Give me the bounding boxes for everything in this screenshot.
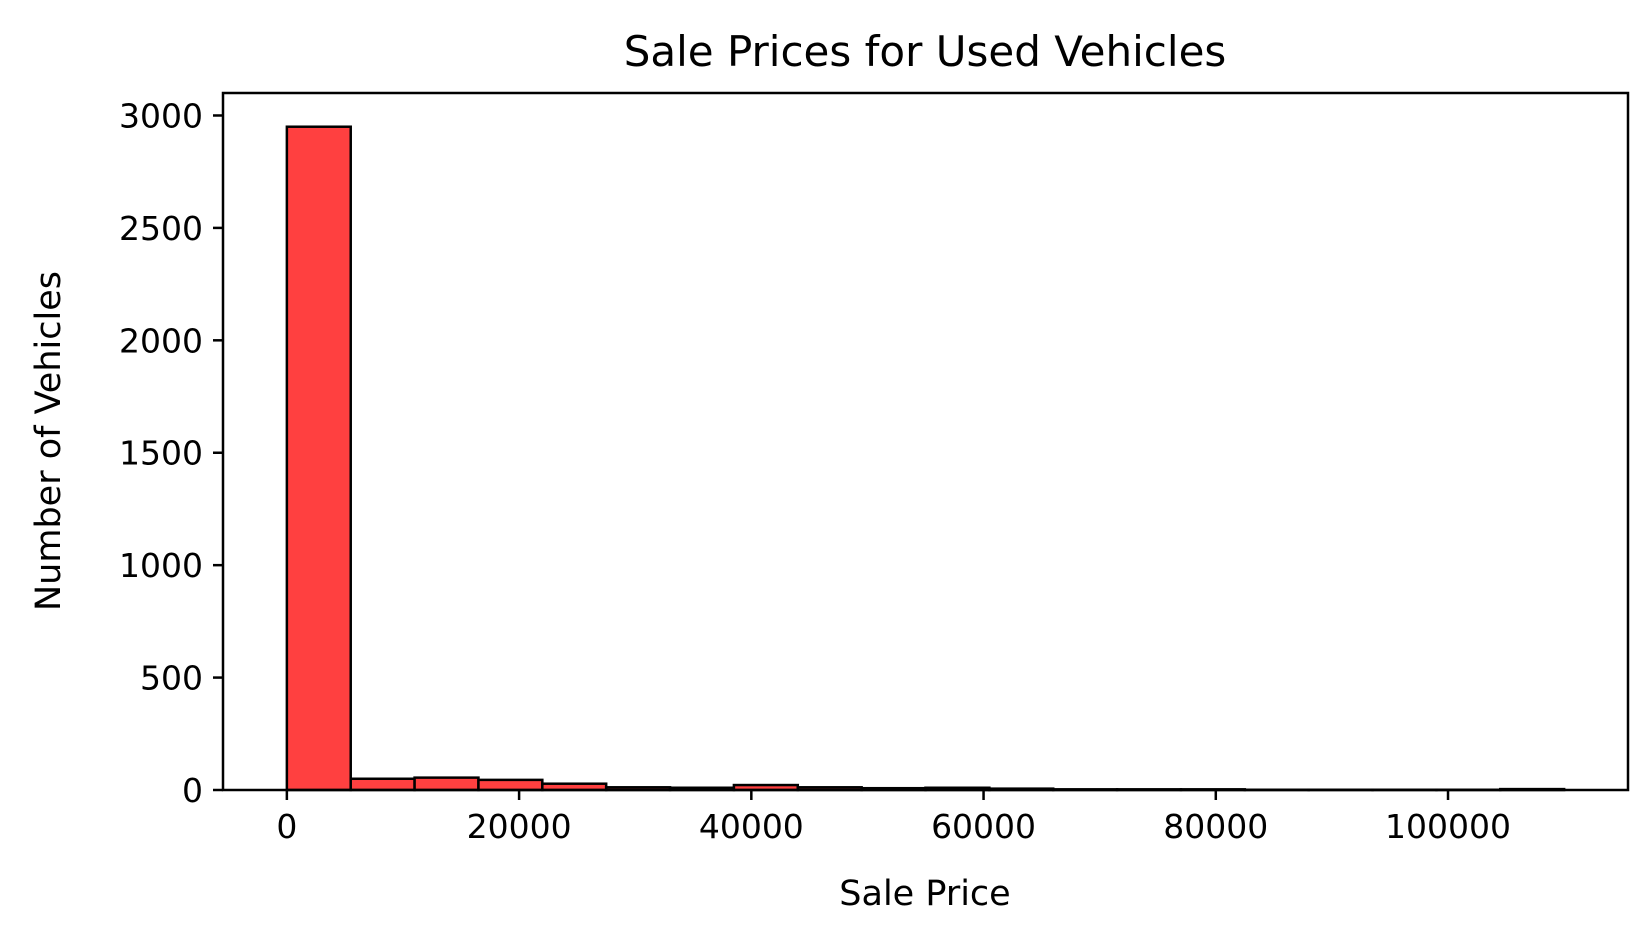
y-tick-label-2: 1000	[119, 546, 203, 585]
chart-title: Sale Prices for Used Vehicles	[624, 27, 1227, 76]
y-axis-label: Number of Vehicles	[29, 271, 69, 611]
histogram-bar-2	[413, 776, 480, 792]
y-tick-label-1: 500	[140, 659, 203, 698]
y-tick-label-0: 0	[182, 771, 203, 810]
x-tick-label-4: 80000	[1163, 807, 1268, 846]
y-axis-ticks: 0 500 1000 1500 2000 2500 3000	[119, 96, 223, 810]
histogram-bar-3	[477, 778, 544, 792]
x-tick-label-1: 20000	[467, 807, 572, 846]
x-tick-label-0: 0	[276, 807, 297, 846]
histogram-bar-1	[349, 777, 416, 792]
x-axis-label: Sale Price	[839, 874, 1010, 914]
x-tick-label-2: 40000	[699, 807, 804, 846]
y-tick-label-3: 1500	[119, 434, 203, 473]
bars-group	[285, 125, 1566, 792]
histogram-bar-0	[285, 125, 352, 792]
x-axis-ticks: 0 20000 40000 60000 80000 100000	[276, 790, 1511, 846]
y-tick-label-5: 2500	[119, 209, 203, 248]
plot-frame	[221, 91, 1630, 792]
x-tick-label-3: 60000	[931, 807, 1036, 846]
y-tick-label-4: 2000	[119, 321, 203, 360]
x-tick-label-5: 100000	[1385, 807, 1511, 846]
y-tick-label-6: 3000	[119, 96, 203, 135]
